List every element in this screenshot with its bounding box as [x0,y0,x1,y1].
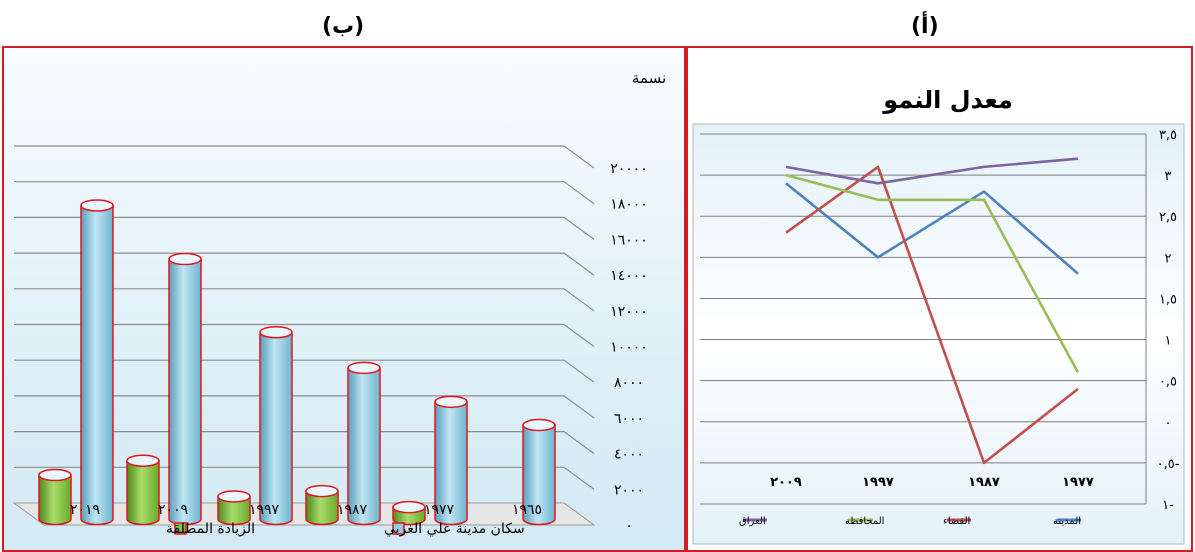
x-tick-label: ١٩٩٧ [862,475,894,490]
x-tick-label: ١٩٧٧ [424,502,455,518]
bar-absolute-increase-cap [126,454,160,467]
y-tick-label: ٦٠٠٠ [614,411,644,427]
bar-population-cap [434,395,468,409]
bar-absolute-increase-cap [305,484,339,498]
bar-absolute-increase [38,468,72,526]
legend-label: المحافظة [845,516,884,527]
y-tick-label: ٠ [1165,416,1172,431]
bar-chart-svg: ٠ ٢٠٠٠ ٤٠٠٠ ٦٠٠٠ ٨٠٠٠ ١٠٠٠٠ ١٢٠٠٠ ١٤٠٠٠ ١٦٠٠٠ ١٨٠… [12,69,666,537]
chart-title: معدل النمو [882,86,1013,114]
series-line [785,165,1079,465]
x-tick-label: ٢٠١٩ [70,502,100,518]
bar-absolute-increase-body [217,495,251,526]
x-tick-label: ١٩٦٥ [512,502,542,518]
legend-swatch-population [392,522,405,535]
bar-population [347,361,381,526]
panel-title-a: (أ) [911,14,939,39]
bar-population-cap [259,325,293,339]
y-tick-label: ١٦٠٠٠ [610,232,648,248]
y-tick-label: ٤٠٠٠ [614,447,644,463]
bar-absolute-increase [126,454,160,526]
y-tick-label: ٢٠٠٠ [614,482,644,498]
bar-population-cap [80,199,114,212]
y-tick-label: ١٨٠٠٠ [610,197,648,213]
bar-absolute-increase [217,490,251,526]
bar-population [259,325,293,526]
y-tick-label: ٣ [1165,169,1172,184]
bar-chart-panel: ٠ ٢٠٠٠ ٤٠٠٠ ٦٠٠٠ ٨٠٠٠ ١٠٠٠٠ ١٢٠٠٠ ١٤٠٠٠ ١٦٠٠٠ ١٨٠… [2,46,686,552]
y-tick-label: ١٢٠٠٠ [610,304,648,320]
y-tick-label: ١٠٠٠٠ [610,340,648,356]
series-line [785,173,1080,374]
y-tick-label: ٢,٥ [1159,210,1177,225]
bar-population-body [347,367,381,526]
x-tick-label: ٢٠٠٩ [158,502,188,518]
y-tick-label: ٨٠٠٠ [614,375,644,391]
y-tick-label: ٣,٥ [1159,128,1177,143]
bar-population-cap [347,361,381,375]
legend-label: القضاء [943,516,970,527]
y-tick-label: ٠,٥- [1157,457,1180,472]
bar-absolute-increase-body [305,490,339,526]
gridline [14,252,595,276]
gridline [14,145,595,169]
y-tick-label: ٢٠٠٠٠ [610,161,648,177]
series-line [785,182,1079,275]
bar-population [522,418,556,526]
bar-absolute-increase-cap [38,468,72,482]
legend-label-population: سكان مدينة علي الغربي [384,521,525,537]
x-tick-label: ١٩٨٧ [337,502,368,518]
bar-absolute-increase [392,500,426,526]
bar-population-body [434,401,468,526]
line-chart-svg: معدل النمو ١- ٠,٥- ٠ ٠,٥ ١ ١,٥ ٢ ٢,٥ ٣ ٣,٥ ٢٠٠٩ ١٩٩٧… [692,86,1185,545]
bar-population [80,199,114,526]
legend-swatch-absolute-increase [174,522,187,535]
bar-population [434,395,468,526]
y-tick-label: ٢ [1165,251,1172,266]
y-tick-label: ١٤٠٠٠ [610,268,648,284]
series-line [785,157,1079,185]
legend-label: المدينة [1053,516,1081,527]
x-tick-label: ١٩٨٧ [968,475,1000,490]
x-tick-label: ١٩٧٧ [1062,475,1094,490]
y-tick-label: ١,٥ [1159,292,1177,307]
legend-label: العراق [739,516,766,527]
bar-population-body [522,424,556,526]
bar-population-cap [168,252,202,266]
legend-label-absolute-increase: الزيادة المطلقة [166,521,255,537]
y-tick-label: ٠ [625,518,633,534]
bar-population-body [168,258,202,526]
line-chart-panel: معدل النمو ١- ٠,٥- ٠ ٠,٥ ١ ١,٥ ٢ ٢,٥ ٣ ٣,٥ ٢٠٠٩ ١٩٩٧… [686,46,1193,552]
bar-population [168,252,202,526]
bar-population-body [259,331,293,526]
x-tick-label: ١٩٩٧ [249,502,280,518]
y-tick-label: ١ [1165,334,1172,349]
y-tick-label: ١- [1162,498,1174,513]
bar-absolute-increase-cap [392,500,426,514]
bar-absolute-increase-body [38,474,72,526]
bar-population-cap [522,418,556,432]
gridline [14,181,595,205]
bar-absolute-increase [305,484,339,526]
y-tick-label: ٠,٥ [1159,375,1177,390]
bar-absolute-increase-cap [217,490,251,503]
x-tick-label: ٢٠٠٩ [770,475,802,490]
gridline [14,216,595,240]
bar-population-body [80,204,114,526]
bar-absolute-increase-body [126,459,160,526]
y-axis-unit-label: نسمة [632,69,666,87]
panel-title-b: (ب) [322,14,365,39]
